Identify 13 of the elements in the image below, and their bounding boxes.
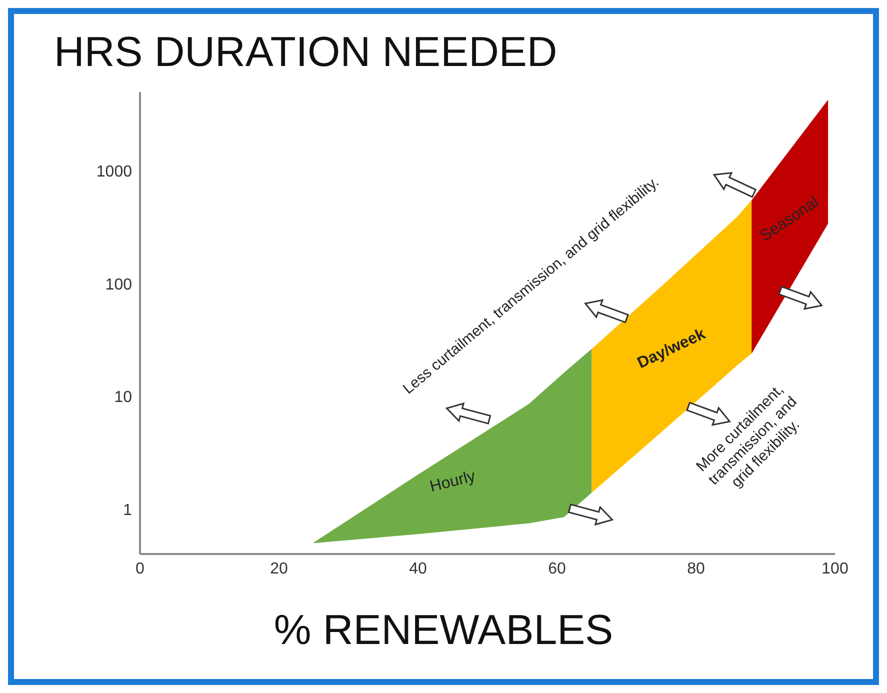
y-tick-label: 10 <box>114 389 132 406</box>
text: Hourly <box>428 468 478 496</box>
x-axis-title: % RENEWABLES <box>272 606 614 654</box>
y-tick-label: 1 <box>123 502 132 519</box>
x-tick-label: 60 <box>548 560 566 578</box>
x-tick-label: 80 <box>687 560 705 578</box>
x-tick-label: 40 <box>409 560 427 578</box>
y-tick-label: 100 <box>105 276 132 294</box>
y-tick-label: 1000 <box>96 164 132 180</box>
x-tick-label: 100 <box>822 560 848 578</box>
x-tick-label: 0 <box>136 560 145 578</box>
x-tick-label: 20 <box>270 560 288 578</box>
chart-title: HRS DURATION NEEDED <box>54 28 558 76</box>
